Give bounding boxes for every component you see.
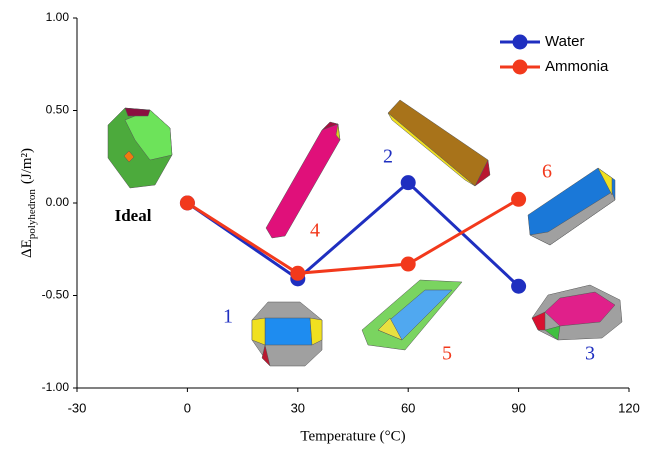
annotation: 3 xyxy=(585,343,595,365)
annotation: 2 xyxy=(383,146,393,168)
legend-label: Ammonia xyxy=(545,58,609,75)
x-tick-label: -30 xyxy=(68,400,87,415)
data-point xyxy=(400,256,416,272)
series-line xyxy=(186,198,520,275)
x-tick-label: 30 xyxy=(291,400,305,415)
legend-marker xyxy=(512,59,528,75)
annotation: Ideal xyxy=(115,206,152,225)
y-tick-label: 0.50 xyxy=(46,103,70,117)
y-axis-label: ΔEpolyhedron (J/m²) xyxy=(19,148,37,258)
annotation: 6 xyxy=(542,161,552,183)
legend-marker xyxy=(512,34,528,50)
y-label-subscript: polyhedron xyxy=(26,189,38,240)
x-tick-label: 90 xyxy=(511,400,525,415)
data-point xyxy=(290,265,306,281)
data-point xyxy=(511,191,527,207)
annotation: 1 xyxy=(223,306,233,328)
series-line xyxy=(186,180,520,288)
legend-label: Water xyxy=(545,33,584,50)
x-axis-title: Temperature (°C) xyxy=(300,428,405,444)
y-tick-label: -1.00 xyxy=(42,380,70,394)
crystal-illustrations xyxy=(107,99,623,367)
y-tick-label: 1.00 xyxy=(46,10,70,24)
x-tick-label: 0 xyxy=(184,400,191,415)
x-tick-label: 120 xyxy=(618,400,640,415)
y-label-unit: (J/m²) xyxy=(19,148,35,184)
data-point xyxy=(179,195,195,211)
annotation: 5 xyxy=(442,343,452,365)
annotation: 4 xyxy=(310,220,320,242)
x-tick-label: 60 xyxy=(401,400,415,415)
data-point xyxy=(400,175,416,191)
y-label-main: ΔE xyxy=(19,239,35,258)
data-point xyxy=(511,278,527,294)
y-tick-label: -0.50 xyxy=(42,288,70,302)
y-axis-title: ΔEpolyhedron (J/m²) xyxy=(19,148,37,258)
y-tick-label: 0.00 xyxy=(46,195,70,209)
